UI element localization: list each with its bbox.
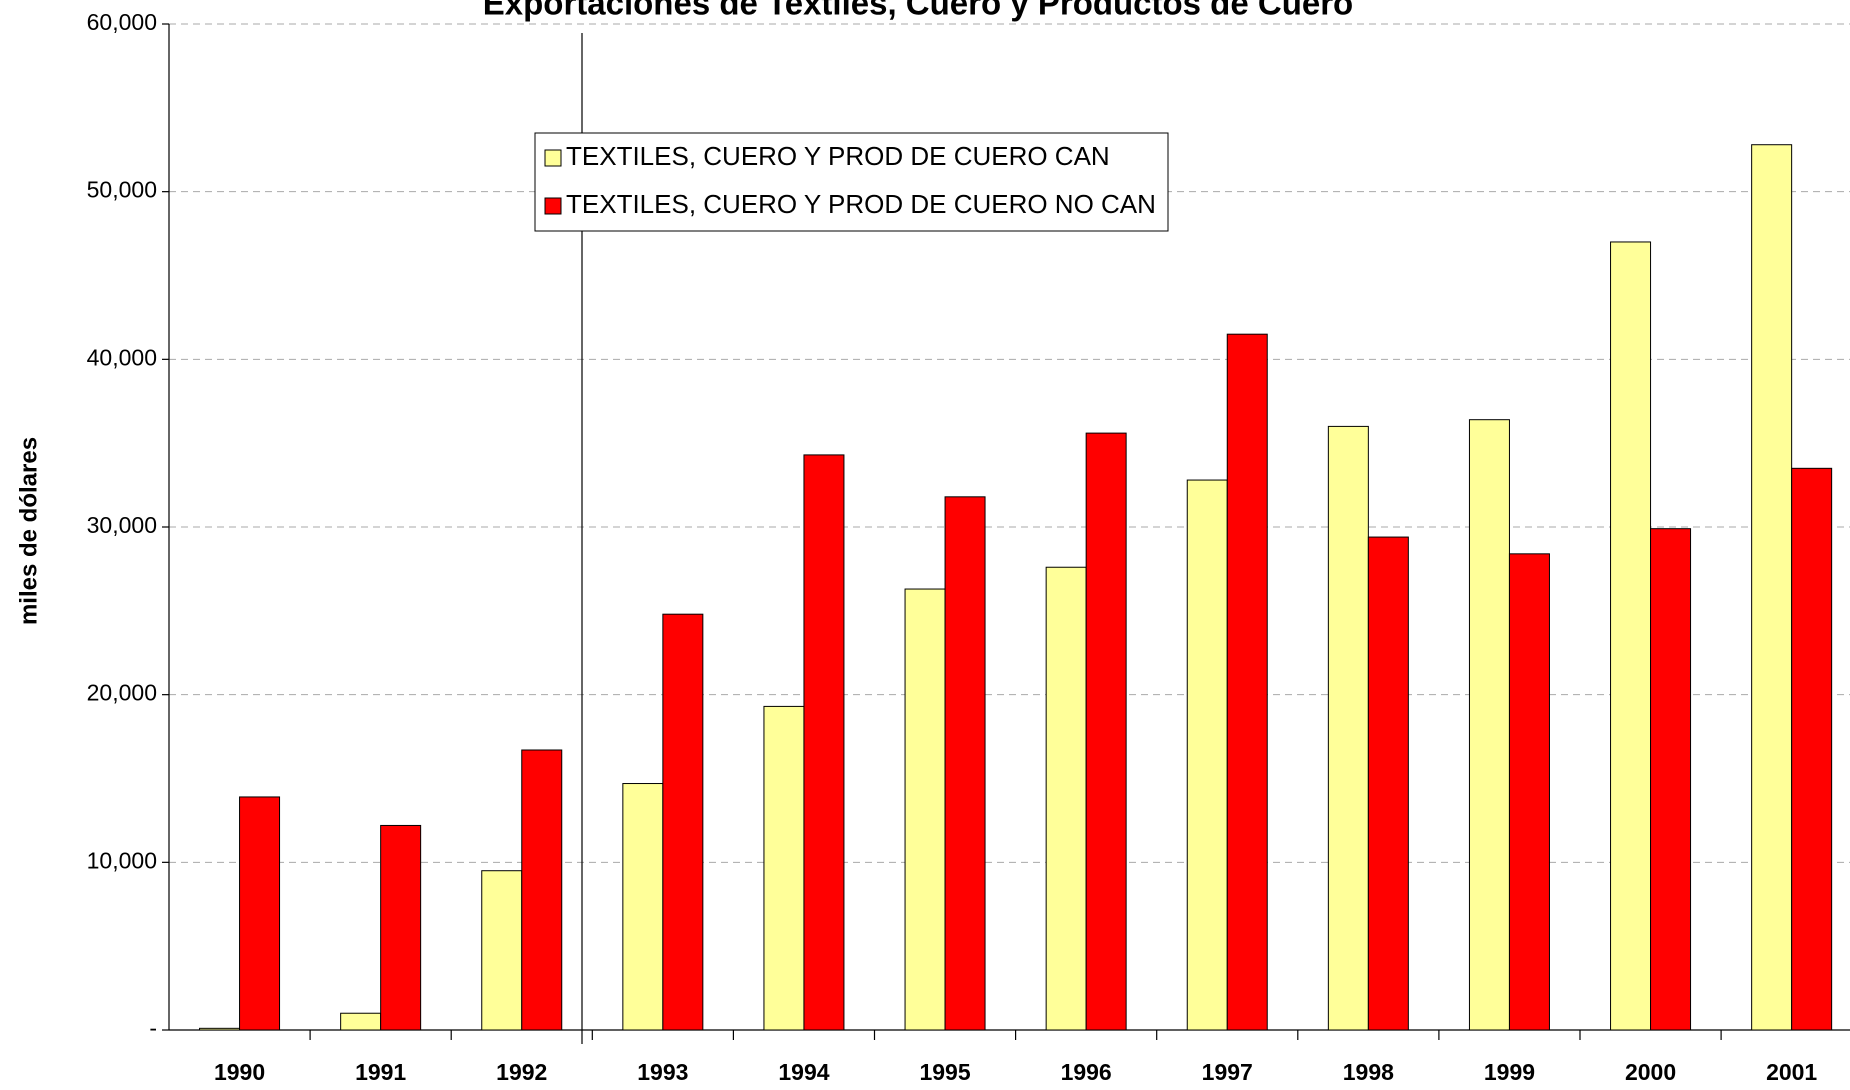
bar — [340, 1012, 382, 1031]
y-axis-label: miles de dólares — [15, 437, 42, 625]
x-tick-label: 1998 — [1343, 1059, 1394, 1085]
chart-title: Exportaciones de Textiles, Cuero y Produ… — [483, 0, 1353, 22]
bar — [1327, 425, 1369, 1031]
y-tick-label: 30,000 — [87, 512, 157, 538]
y-tick-label: 50,000 — [87, 177, 157, 203]
bar — [239, 796, 281, 1031]
bar — [199, 1027, 241, 1031]
y-tick-label: 40,000 — [87, 344, 157, 370]
bar — [622, 783, 664, 1031]
bar — [1751, 144, 1793, 1031]
bar — [1610, 241, 1652, 1031]
x-tick-label: 1993 — [637, 1059, 688, 1085]
x-tick-label: 1992 — [496, 1059, 547, 1085]
bar — [944, 496, 986, 1031]
legend-box — [534, 132, 1169, 232]
bar — [521, 749, 563, 1031]
bar — [904, 588, 946, 1031]
x-tick-label: 2001 — [1766, 1059, 1817, 1085]
legend-label: TEXTILES, CUERO Y PROD DE CUERO NO CAN — [566, 189, 1156, 219]
bar — [1508, 553, 1550, 1031]
bar — [481, 870, 523, 1031]
bar — [1791, 467, 1833, 1031]
x-tick-label: 1991 — [355, 1059, 406, 1085]
bar — [1085, 432, 1127, 1031]
x-tick-label: 1995 — [919, 1059, 970, 1085]
y-tick-label: 20,000 — [87, 680, 157, 706]
bar — [1226, 333, 1268, 1031]
bar — [1650, 528, 1692, 1031]
bar — [763, 705, 805, 1031]
y-tick-label: - — [149, 1015, 157, 1041]
legend-marker — [544, 197, 562, 215]
x-tick-label: 1996 — [1061, 1059, 1112, 1085]
y-tick-label: 10,000 — [87, 847, 157, 873]
legend-label: TEXTILES, CUERO Y PROD DE CUERO CAN — [566, 141, 1110, 171]
x-tick-label: 1994 — [778, 1059, 829, 1085]
bar — [1186, 479, 1228, 1031]
bar — [380, 824, 422, 1031]
x-tick-label: 1997 — [1202, 1059, 1253, 1085]
legend-marker — [544, 149, 562, 167]
y-tick-label: 60,000 — [87, 9, 157, 35]
bar — [1045, 566, 1087, 1031]
bar — [803, 454, 845, 1031]
bar — [1367, 536, 1409, 1031]
bar — [1468, 419, 1510, 1031]
x-tick-label: 1990 — [214, 1059, 265, 1085]
x-tick-label: 2000 — [1625, 1059, 1676, 1085]
bar — [662, 613, 704, 1031]
x-tick-label: 1999 — [1484, 1059, 1535, 1085]
